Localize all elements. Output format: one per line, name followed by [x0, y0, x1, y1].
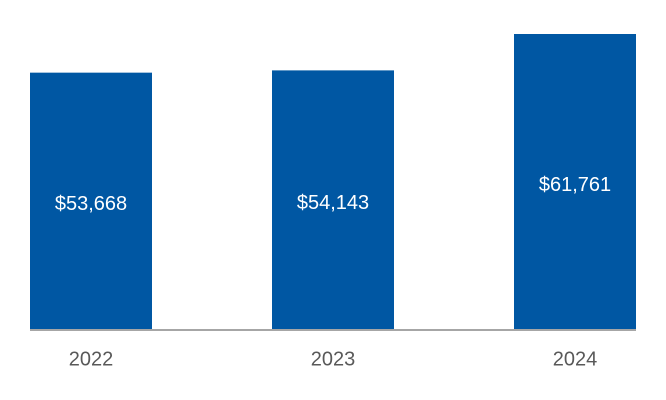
bar — [514, 34, 636, 329]
bar — [272, 70, 394, 329]
bar — [30, 72, 152, 329]
value-label: $53,668 — [55, 193, 127, 215]
value-label: $61,761 — [539, 174, 611, 196]
x-tick-label: 2023 — [311, 348, 356, 370]
x-tick-label: 2024 — [553, 348, 598, 370]
x-tick-label: 2022 — [69, 348, 114, 370]
value-label: $54,143 — [297, 192, 369, 214]
